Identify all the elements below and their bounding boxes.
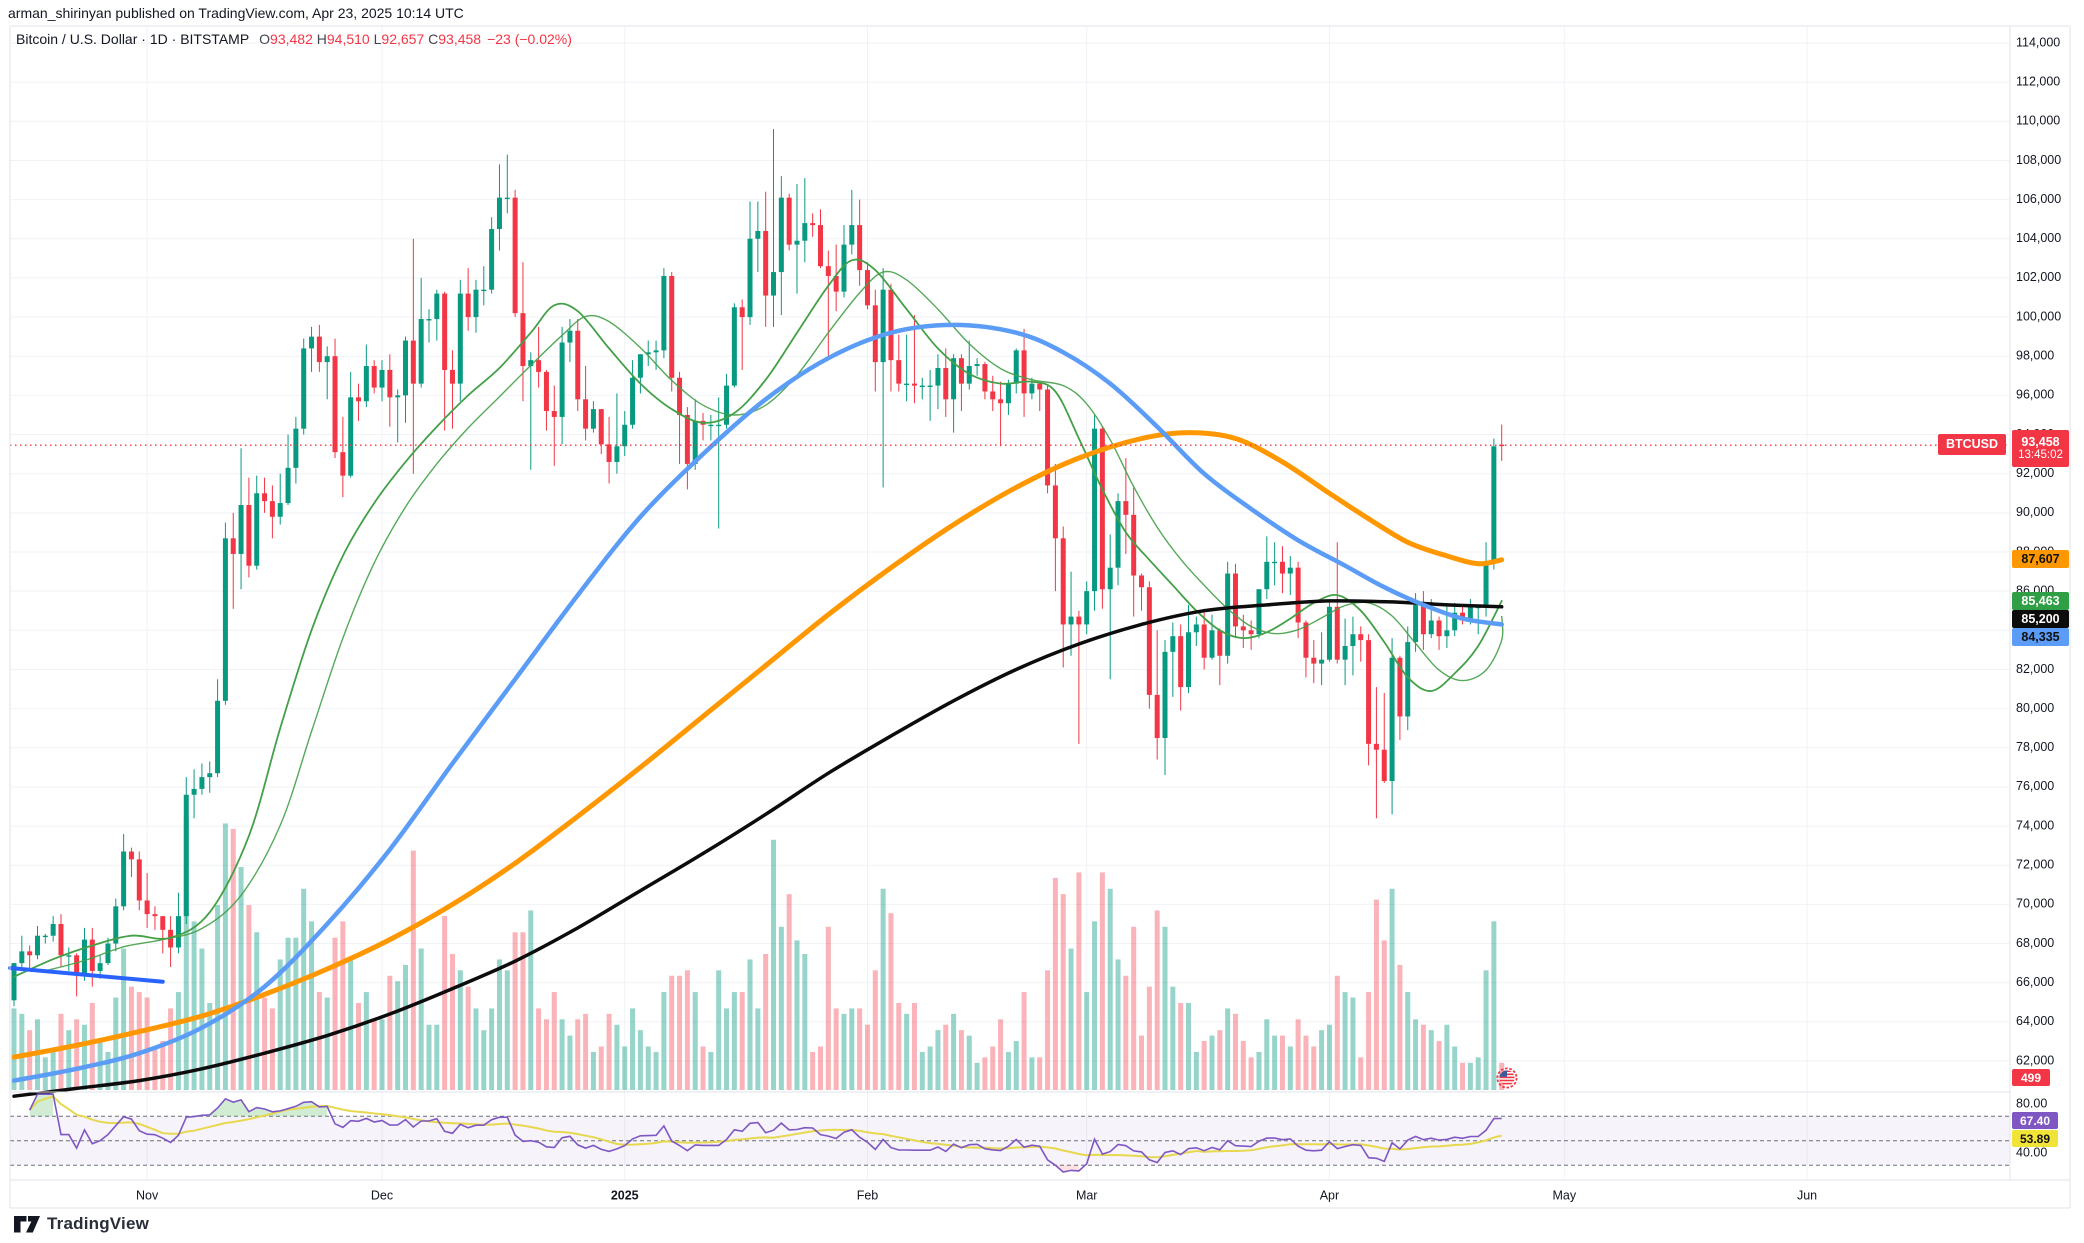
ma-orange-100-line [11, 430, 1505, 1060]
ma-green-badge: 85,463 [2012, 592, 2069, 610]
interval-label: 1D [149, 31, 168, 47]
rsi-ma-value-badge: 53.89 [2012, 1130, 2058, 1147]
ma-black-badge: 85,200 [2012, 610, 2069, 628]
close-value: 93,458 [438, 31, 482, 47]
ma-green-fast-line [13, 258, 1503, 978]
frame-layer [9, 25, 2071, 1209]
usd-flag-icon [1496, 1067, 1518, 1089]
symbol-title: Bitcoin / U.S. Dollar · 1D · BITSTAMP [16, 31, 250, 47]
svg-text:Mar: Mar [1076, 1188, 1098, 1202]
svg-text:100,000: 100,000 [2016, 309, 2061, 323]
attribution-bar: arman_shirinyan published on TradingView… [8, 5, 464, 21]
tradingview-logo-text: TradingView [47, 1214, 150, 1233]
svg-text:110,000: 110,000 [2016, 114, 2060, 128]
tradingview-logo-icon [14, 1215, 40, 1232]
moving-averages-layer [11, 258, 1505, 1098]
candle-bodies [11, 197, 1505, 1001]
ma-blue-badge: 84,335 [2012, 628, 2069, 646]
trendline-annotation[interactable] [8, 966, 165, 984]
rsi-ma-line [28, 1095, 1502, 1159]
rsi-line [28, 1093, 1502, 1173]
ohlc-values: O93,482 H94,510 L92,657 C93,458 −23 (−0.0… [259, 31, 572, 47]
ma-black-200-line [12, 599, 1504, 1098]
svg-text:Dec: Dec [371, 1188, 393, 1202]
svg-text:82,000: 82,000 [2016, 662, 2054, 676]
svg-text:80.00: 80.00 [2016, 1096, 2047, 1110]
low-value: 92,657 [381, 31, 425, 47]
bar-countdown: 13:45:02 [2018, 449, 2063, 461]
last-price: 93,458 [2021, 434, 2060, 449]
svg-text:Jun: Jun [1797, 1188, 1817, 1202]
svg-text:106,000: 106,000 [2016, 192, 2061, 206]
svg-text:112,000: 112,000 [2016, 74, 2060, 88]
ma-green-slow-line [45, 270, 1504, 972]
svg-text:80,000: 80,000 [2016, 701, 2054, 715]
candle-wicks [13, 129, 1503, 1007]
svg-text:98,000: 98,000 [2016, 349, 2054, 363]
svg-text:62,000: 62,000 [2016, 1053, 2054, 1067]
rsi-value-badge: 67.40 [2012, 1112, 2058, 1129]
chart-legend[interactable]: Bitcoin / U.S. Dollar · 1D · BITSTAMP O93… [16, 31, 572, 47]
svg-text:64,000: 64,000 [2016, 1014, 2054, 1028]
svg-text:74,000: 74,000 [2016, 818, 2054, 832]
svg-text:May: May [1553, 1188, 1577, 1202]
svg-text:70,000: 70,000 [2016, 897, 2054, 911]
svg-text:92,000: 92,000 [2016, 466, 2054, 480]
gridlines-layer [10, 26, 2010, 1180]
svg-text:104,000: 104,000 [2016, 231, 2061, 245]
exchange-label: BITSTAMP [180, 31, 250, 47]
axis-labels-layer: 62,000 64,000 66,000 68,000 70,000 72,000 74,0… [136, 35, 2061, 1202]
svg-text:96,000: 96,000 [2016, 388, 2054, 402]
rsi-layer [28, 1093, 1502, 1173]
ma-blue-50-line [11, 322, 1504, 1083]
svg-text:76,000: 76,000 [2016, 779, 2054, 793]
svg-text:78,000: 78,000 [2016, 740, 2054, 754]
svg-text:68,000: 68,000 [2016, 936, 2054, 950]
tradingview-logo[interactable]: TradingView [14, 1214, 149, 1234]
ma-orange-badge: 87,607 [2012, 550, 2069, 568]
svg-text:114,000: 114,000 [2016, 35, 2060, 49]
rsi-band [10, 1115, 2010, 1166]
svg-text:90,000: 90,000 [2016, 505, 2054, 519]
svg-text:Apr: Apr [1320, 1188, 1339, 1202]
svg-text:Feb: Feb [857, 1188, 879, 1202]
svg-text:2025: 2025 [611, 1188, 639, 1202]
svg-text:72,000: 72,000 [2016, 858, 2054, 872]
volume-badge: 499 [2012, 1069, 2050, 1086]
volume-layer [11, 818, 1505, 1090]
last-price-badge: 93,458 13:45:02 [2012, 430, 2069, 467]
svg-text:66,000: 66,000 [2016, 975, 2054, 989]
svg-text:40.00: 40.00 [2016, 1145, 2047, 1159]
svg-text:108,000: 108,000 [2016, 153, 2061, 167]
symbol-price-flag: BTCUSD [1938, 434, 2006, 455]
change-value: −23 (−0.02%) [487, 31, 572, 47]
svg-text:Nov: Nov [136, 1188, 159, 1202]
svg-text:102,000: 102,000 [2016, 270, 2061, 284]
open-value: 93,482 [270, 31, 313, 47]
high-value: 94,510 [326, 31, 370, 47]
